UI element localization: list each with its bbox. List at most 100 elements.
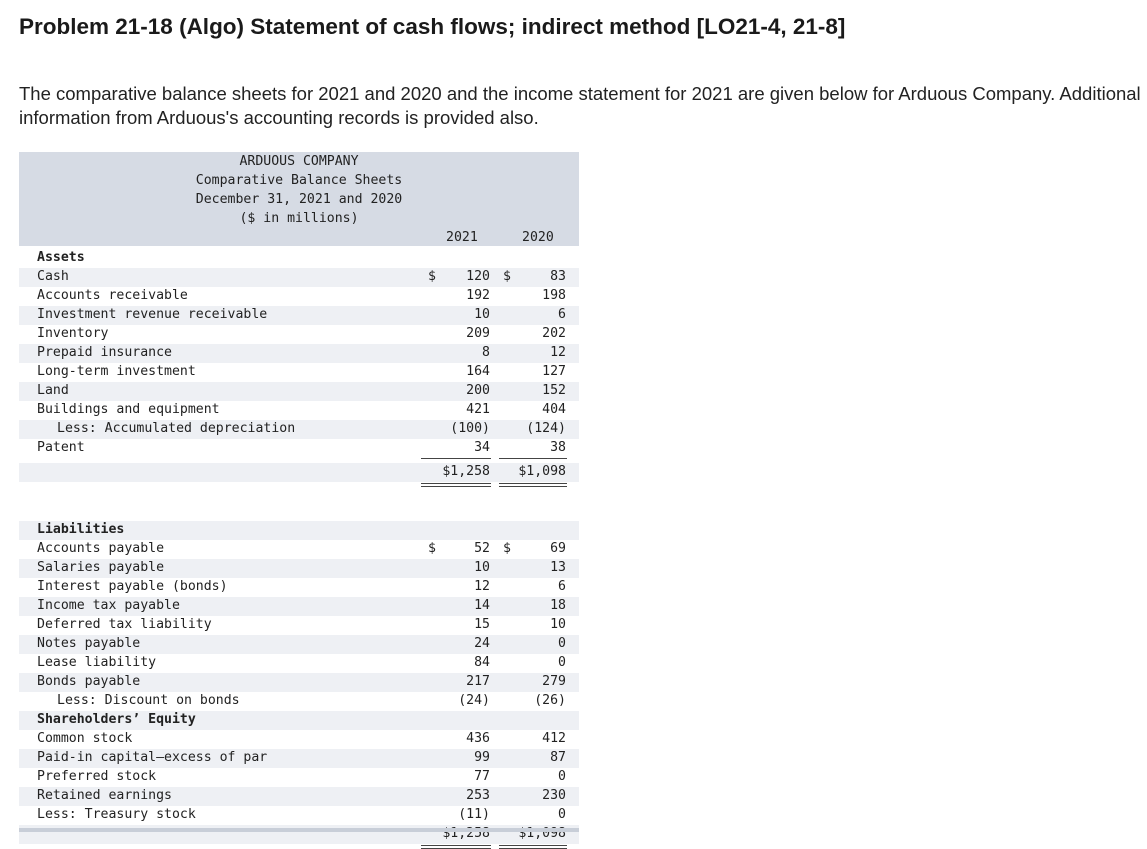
cell-2020: 0 <box>558 769 566 784</box>
problem-intro: The comparative balance sheets for 2021 … <box>19 83 1141 128</box>
dollar-sign: $ <box>503 541 511 556</box>
cell-2020: 69 <box>550 541 566 556</box>
cell-2021: 217 <box>466 674 490 689</box>
row-label: Bonds payable <box>37 674 141 689</box>
row-label: Land <box>37 383 69 398</box>
cell-2020: 38 <box>550 440 566 455</box>
cell-2020: 10 <box>550 617 566 632</box>
company-name: ARDUOUS COMPANY <box>239 154 359 169</box>
table-row: Bonds payable 217 279 <box>19 673 579 692</box>
table-row: Less: Discount on bonds (24) (26) <box>19 692 579 711</box>
statement-date: December 31, 2021 and 2020 <box>195 192 403 207</box>
row-label: Lease liability <box>37 655 157 670</box>
row-label: Salaries payable <box>37 560 165 575</box>
row-label: Notes payable <box>37 636 141 651</box>
cell-2021: 192 <box>466 288 490 303</box>
statement-units: ($ in millions) <box>239 211 359 226</box>
row-label: Inventory <box>37 326 109 341</box>
cell-2020: 12 <box>550 345 566 360</box>
table-row: Preferred stock 77 0 <box>19 768 579 787</box>
cell-2020: 6 <box>558 579 566 594</box>
row-label: Cash <box>37 269 69 284</box>
column-header-2020: 2020 <box>522 230 554 245</box>
table-row: Land 200 152 <box>19 382 579 401</box>
cell-2021: 10 <box>474 307 490 322</box>
dollar-sign: $ <box>503 269 511 284</box>
table-bottom-border <box>19 828 579 832</box>
table-row: Less: Treasury stock (11) 0 <box>19 806 579 826</box>
total-double-underline <box>499 845 567 849</box>
cell-2020: 279 <box>542 674 566 689</box>
cell-2020: 152 <box>542 383 566 398</box>
cell-2020: 87 <box>550 750 566 765</box>
cell-2021: 8 <box>482 345 490 360</box>
cell-2021: 99 <box>474 750 490 765</box>
row-label: Patent <box>37 440 85 455</box>
subtotal-underline <box>421 458 491 459</box>
table-row: Assets <box>19 249 579 268</box>
table-row: Less: Accumulated depreciation (100) (124) <box>19 420 579 439</box>
table-row: Long-term investment 164 127 <box>19 363 579 382</box>
cell-2020: 6 <box>558 307 566 322</box>
cell-2020: 198 <box>542 288 566 303</box>
cell-2021: 77 <box>474 769 490 784</box>
table-row: Accounts payable $ $52 69 <box>19 540 579 559</box>
total-double-underline <box>499 483 567 487</box>
table-row: Buildings and equipment 421 404 <box>19 401 579 420</box>
cell-2021: 120 <box>466 269 490 284</box>
subtotal-underline <box>499 458 567 459</box>
row-label: Assets <box>37 250 85 265</box>
table-row: Prepaid insurance 8 12 <box>19 344 579 363</box>
cell-2020: 127 <box>542 364 566 379</box>
statement-name: Comparative Balance Sheets <box>195 173 403 188</box>
cell-2020: 202 <box>542 326 566 341</box>
table-row: Patent 34 38 <box>19 439 579 459</box>
cell-2021: 200 <box>466 383 490 398</box>
cell-2020: 404 <box>542 402 566 417</box>
table-row <box>19 492 579 511</box>
table-row: Salaries payable 10 13 <box>19 559 579 578</box>
table-row: Accounts receivable 192 198 <box>19 287 579 306</box>
cell-2021: 84 <box>474 655 490 670</box>
row-label: Interest payable (bonds) <box>37 579 228 594</box>
cell-2020: 412 <box>542 731 566 746</box>
cell-2020: 18 <box>550 598 566 613</box>
table-row: Interest payable (bonds) 12 6 <box>19 578 579 597</box>
cell-2021: 10 <box>474 560 490 575</box>
row-label: Retained earnings <box>37 788 172 803</box>
column-header-2021: 2021 <box>446 230 478 245</box>
cell-2021: 14 <box>474 598 490 613</box>
table-row: Paid-in capital—excess of par 99 87 <box>19 749 579 768</box>
table-row: Lease liability 84 0 <box>19 654 579 673</box>
table-row: Income tax payable 14 18 <box>19 597 579 616</box>
row-label: Liabilities <box>37 522 125 537</box>
row-label: Preferred stock <box>37 769 157 784</box>
dollar-sign: $ <box>428 541 436 556</box>
row-label: Paid-in capital—excess of par <box>37 750 268 765</box>
table-row: Deferred tax liability 15 10 <box>19 616 579 635</box>
cell-2020: (26) <box>534 693 566 708</box>
cell-2020: 83 <box>550 269 566 284</box>
cell-2021: (100) <box>450 421 490 436</box>
cell-2021: 436 <box>466 731 490 746</box>
table-row: $1,258 $1,098 <box>19 463 579 487</box>
dollar-sign: $ <box>428 269 436 284</box>
row-label: Accounts receivable <box>37 288 188 303</box>
cell-2021: 34 <box>474 440 490 455</box>
row-label: Less: Treasury stock <box>37 807 196 822</box>
row-label: Long-term investment <box>37 364 196 379</box>
cell-2021: $1,258 <box>442 464 490 479</box>
cell-2020: 230 <box>542 788 566 803</box>
problem-title: Problem 21-18 (Algo) Statement of cash f… <box>19 14 846 39</box>
cell-2021: (11) <box>458 807 490 822</box>
row-label: Prepaid insurance <box>37 345 172 360</box>
cell-2021: (24) <box>458 693 490 708</box>
row-label: Less: Accumulated depreciation <box>57 421 296 436</box>
cell-2021: 24 <box>474 636 490 651</box>
row-label: Deferred tax liability <box>37 617 212 632</box>
cell-2020: (124) <box>526 421 566 436</box>
table-row: Liabilities <box>19 521 579 540</box>
total-double-underline <box>421 483 491 487</box>
row-label: Shareholders’ Equity <box>37 712 196 727</box>
row-label: Investment revenue receivable <box>37 307 268 322</box>
